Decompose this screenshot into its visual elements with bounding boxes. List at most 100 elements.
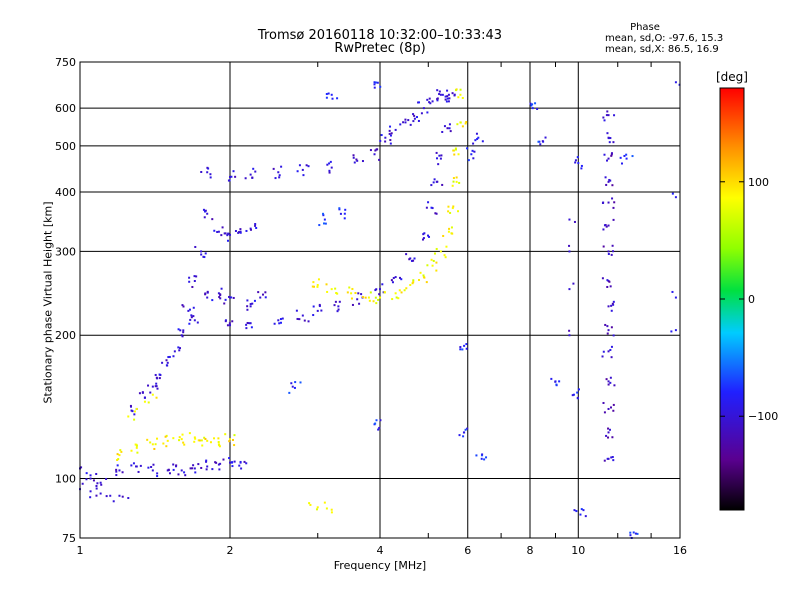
data-point: [219, 462, 222, 465]
data-point: [568, 334, 571, 337]
data-point: [226, 324, 229, 327]
data-point: [116, 458, 119, 461]
data-point: [607, 157, 610, 160]
data-point: [318, 303, 321, 306]
data-point: [180, 334, 183, 337]
data-point: [459, 88, 462, 91]
data-point: [602, 401, 605, 404]
data-point: [204, 252, 207, 255]
data-point: [246, 308, 249, 311]
data-point: [193, 280, 196, 283]
data-point: [147, 466, 150, 469]
data-point: [417, 119, 420, 122]
data-point: [465, 121, 468, 124]
data-point: [631, 155, 634, 158]
data-point: [198, 439, 201, 442]
data-point: [249, 227, 252, 230]
data-point: [231, 320, 234, 323]
data-point: [89, 477, 92, 480]
data-point: [290, 382, 293, 385]
data-point: [207, 167, 210, 170]
data-point: [674, 329, 677, 332]
data-point: [606, 285, 609, 288]
data-point: [611, 455, 614, 458]
data-point: [151, 385, 154, 388]
phase-heading: Phase: [630, 22, 660, 33]
data-point: [155, 376, 158, 379]
data-point: [440, 154, 443, 157]
data-point: [95, 472, 98, 475]
data-point: [228, 457, 231, 460]
data-point: [95, 484, 98, 487]
data-point: [197, 463, 200, 466]
data-point: [609, 137, 612, 140]
data-point: [378, 293, 381, 296]
data-point: [228, 322, 231, 325]
data-point: [99, 492, 102, 495]
data-point: [127, 415, 130, 418]
data-point: [451, 207, 454, 210]
x-tick-label: 8: [527, 544, 534, 557]
data-point: [257, 291, 260, 294]
data-point: [421, 238, 424, 241]
data-point: [348, 286, 351, 289]
data-point: [374, 422, 377, 425]
data-point: [606, 325, 609, 328]
data-point: [165, 445, 168, 448]
data-point: [121, 495, 124, 498]
data-point: [318, 224, 321, 227]
data-point: [447, 230, 450, 233]
data-point: [194, 437, 197, 440]
data-point: [447, 205, 450, 208]
data-point: [381, 283, 384, 286]
data-point: [254, 223, 257, 226]
data-point: [612, 459, 615, 462]
data-point: [229, 324, 231, 327]
data-point: [473, 150, 476, 153]
data-point: [203, 216, 206, 219]
data-point: [391, 298, 394, 301]
data-point: [209, 176, 212, 179]
data-point: [609, 285, 612, 288]
data-point: [436, 180, 439, 183]
data-point: [231, 465, 234, 468]
data-point: [428, 235, 431, 238]
data-point: [178, 436, 181, 439]
data-point: [178, 439, 181, 442]
data-point: [334, 300, 337, 303]
data-point: [166, 439, 169, 442]
data-point: [218, 468, 221, 471]
data-point: [336, 310, 339, 313]
data-point: [218, 296, 221, 299]
data-point: [182, 331, 185, 334]
data-point: [187, 309, 190, 312]
data-point: [177, 473, 180, 476]
data-point: [179, 329, 182, 332]
data-point: [374, 81, 377, 84]
data-point: [328, 162, 331, 165]
data-point: [446, 95, 449, 98]
data-point: [368, 299, 371, 302]
data-point: [203, 256, 206, 259]
data-point: [238, 464, 241, 467]
data-point: [602, 116, 605, 119]
data-point: [357, 292, 360, 295]
data-point: [166, 361, 169, 364]
data-point: [196, 321, 199, 324]
data-point: [226, 239, 229, 242]
data-point: [312, 285, 315, 288]
data-point: [325, 283, 328, 286]
data-point: [322, 212, 325, 215]
data-point: [100, 483, 103, 486]
data-point: [449, 211, 452, 214]
data-point: [133, 413, 136, 416]
data-point: [194, 471, 197, 474]
data-point: [558, 380, 561, 383]
data-point: [390, 279, 393, 282]
data-point: [96, 482, 99, 485]
data-point: [604, 176, 607, 179]
data-point: [264, 296, 267, 299]
data-point: [463, 344, 466, 347]
data-point: [602, 201, 605, 204]
